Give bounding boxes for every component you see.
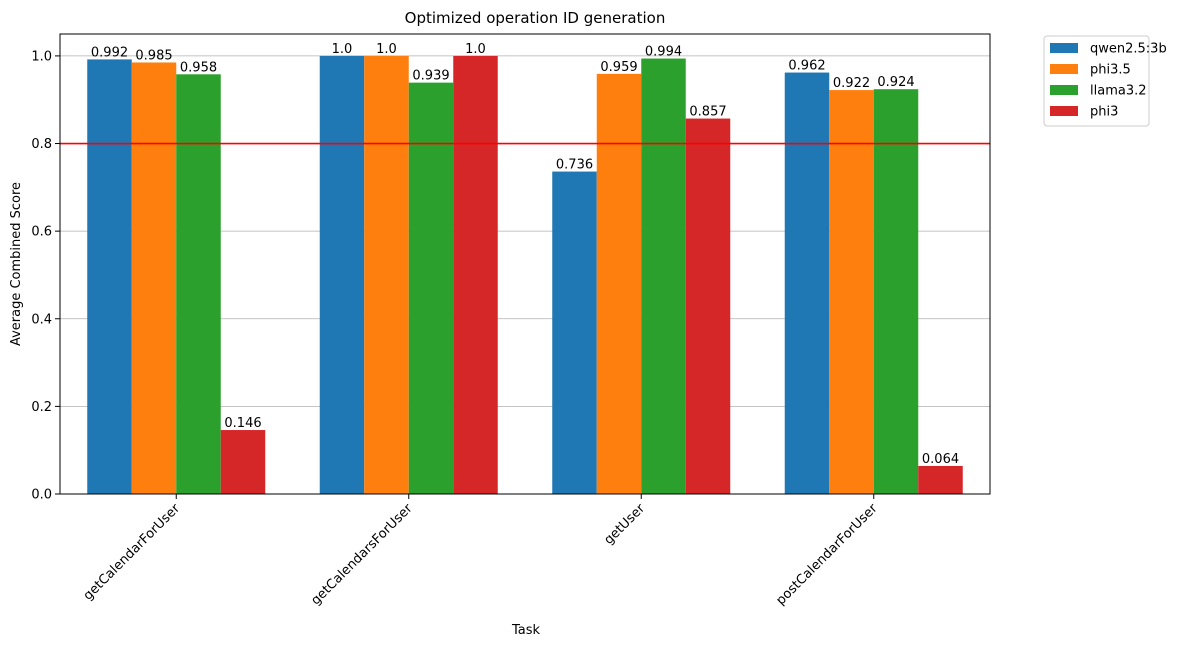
bar-value-label: 0.939 [412, 69, 449, 84]
bar-value-label: 1.0 [332, 42, 353, 57]
legend-label: phi3 [1090, 105, 1118, 120]
legend-items: qwen2.5:3b phi3.5 llama3.2 phi3 [1050, 42, 1167, 120]
legend-label: phi3.5 [1090, 63, 1131, 78]
bar [829, 90, 874, 495]
bar-value-label: 0.959 [600, 60, 637, 75]
bar [918, 465, 963, 494]
legend-swatch [1050, 106, 1078, 116]
bar-value-label: 0.958 [180, 60, 217, 75]
legend-label: llama3.2 [1090, 84, 1147, 99]
chart-title: Optimized operation ID generation [405, 9, 666, 27]
bar-value-label: 1.0 [376, 42, 397, 57]
bar [641, 58, 686, 495]
bar [552, 171, 597, 495]
bar [596, 73, 642, 494]
legend-swatch [1050, 85, 1078, 95]
data-labels: 0.992 0.985 0.958 0.146 1.0 1.0 0.939 1.0 0.736 0… [91, 42, 959, 467]
bar [131, 62, 177, 494]
y-axis-label: Average Combined Score [9, 182, 24, 346]
y-tick-label: 0.0 [31, 488, 52, 503]
bar-value-label: 1.0 [465, 42, 486, 57]
y-tick-label: 0.8 [31, 137, 52, 152]
bar-value-label: 0.064 [922, 452, 959, 467]
legend-frame [1043, 35, 1150, 127]
y-tick-label: 0.6 [31, 225, 52, 240]
x-tick-label: getUser [601, 501, 648, 548]
x-axis-label: Task [511, 623, 541, 638]
plot-frame [59, 33, 991, 495]
bar [784, 72, 830, 495]
bar [453, 55, 498, 495]
bar [364, 55, 409, 495]
bar [87, 59, 132, 495]
y-tick-label: 0.2 [31, 400, 52, 415]
bar [873, 89, 919, 494]
x-axis: getCalendarForUser getCalendarsForUser get… [81, 494, 881, 608]
bar [319, 55, 365, 495]
bar [685, 118, 731, 495]
legend-swatch [1050, 64, 1078, 74]
bars [87, 55, 963, 495]
x-tick-label: getCalendarsForUser [308, 501, 416, 609]
y-tick-label: 1.0 [31, 49, 52, 64]
bar-value-label: 0.857 [689, 105, 726, 120]
bar [176, 74, 221, 495]
bar [220, 430, 266, 494]
x-tick-label: getCalendarForUser [81, 501, 184, 604]
bar-value-label: 0.146 [224, 416, 261, 431]
bar-value-label: 0.924 [877, 75, 914, 90]
bar-value-label: 0.992 [91, 45, 128, 60]
bar-value-label: 0.736 [556, 158, 593, 173]
legend: qwen2.5:3b phi3.5 llama3.2 phi3 [1043, 35, 1167, 127]
y-tick-label: 0.4 [31, 312, 52, 327]
bar-value-label: 0.922 [833, 76, 870, 91]
bar-value-label: 0.962 [788, 59, 825, 74]
bar [408, 82, 454, 494]
bar-value-label: 0.985 [135, 48, 172, 63]
legend-label: qwen2.5:3b [1090, 42, 1167, 57]
x-tick-label: postCalendarForUser [773, 501, 881, 609]
legend-swatch [1050, 43, 1078, 53]
bar-value-label: 0.994 [645, 45, 682, 60]
y-axis: 0.0 0.2 0.4 0.6 0.8 1.0 [31, 49, 60, 503]
